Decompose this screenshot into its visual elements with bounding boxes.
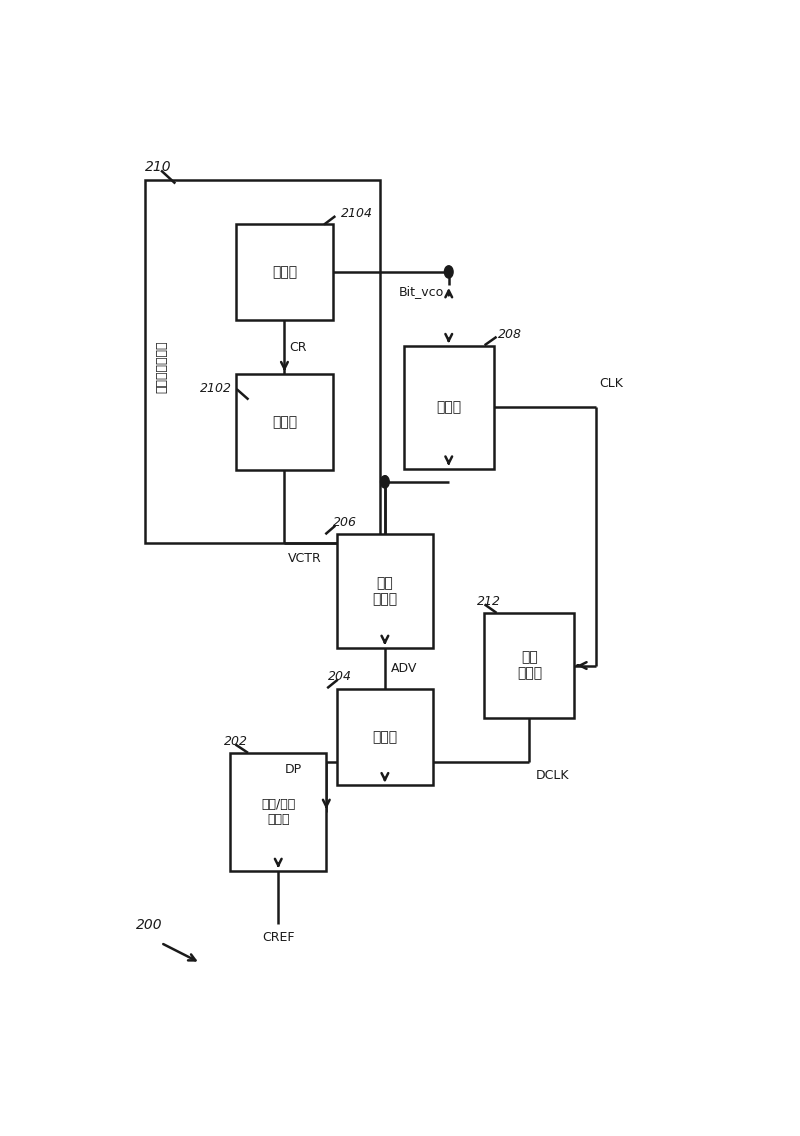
Text: 202: 202 (224, 735, 248, 749)
Text: 206: 206 (333, 517, 357, 529)
Text: 低增益压控电路: 低增益压控电路 (155, 340, 169, 393)
FancyBboxPatch shape (237, 224, 333, 320)
Text: 振荡器: 振荡器 (436, 401, 462, 415)
Text: 204: 204 (328, 670, 352, 684)
Circle shape (381, 476, 390, 488)
Text: 低通
滤波器: 低通 滤波器 (372, 576, 398, 607)
Text: 200: 200 (136, 918, 162, 933)
Text: CLK: CLK (599, 377, 623, 390)
Text: 控制器: 控制器 (272, 265, 297, 279)
Text: 比较器: 比较器 (272, 416, 297, 429)
Text: Bit_vco: Bit_vco (398, 285, 444, 298)
FancyBboxPatch shape (237, 374, 333, 470)
Text: 相位/频率
检测器: 相位/频率 检测器 (261, 799, 295, 826)
Text: 212: 212 (477, 595, 501, 608)
FancyBboxPatch shape (485, 613, 574, 718)
Text: VCTR: VCTR (287, 552, 322, 565)
FancyBboxPatch shape (337, 690, 433, 785)
FancyBboxPatch shape (337, 534, 433, 648)
FancyBboxPatch shape (145, 179, 380, 543)
Text: ADV: ADV (391, 662, 418, 675)
FancyBboxPatch shape (404, 346, 494, 469)
Text: 第一
除频器: 第一 除频器 (517, 651, 542, 680)
Text: DP: DP (285, 762, 302, 776)
Text: CR: CR (290, 341, 307, 353)
Text: CREF: CREF (262, 930, 294, 944)
Text: 210: 210 (145, 160, 171, 174)
Text: 2102: 2102 (201, 382, 233, 394)
FancyBboxPatch shape (230, 753, 326, 871)
Text: 208: 208 (498, 328, 522, 342)
Text: 电荷泵: 电荷泵 (372, 730, 398, 744)
Text: 2104: 2104 (341, 207, 373, 219)
Circle shape (445, 266, 453, 278)
Text: DCLK: DCLK (535, 769, 569, 782)
